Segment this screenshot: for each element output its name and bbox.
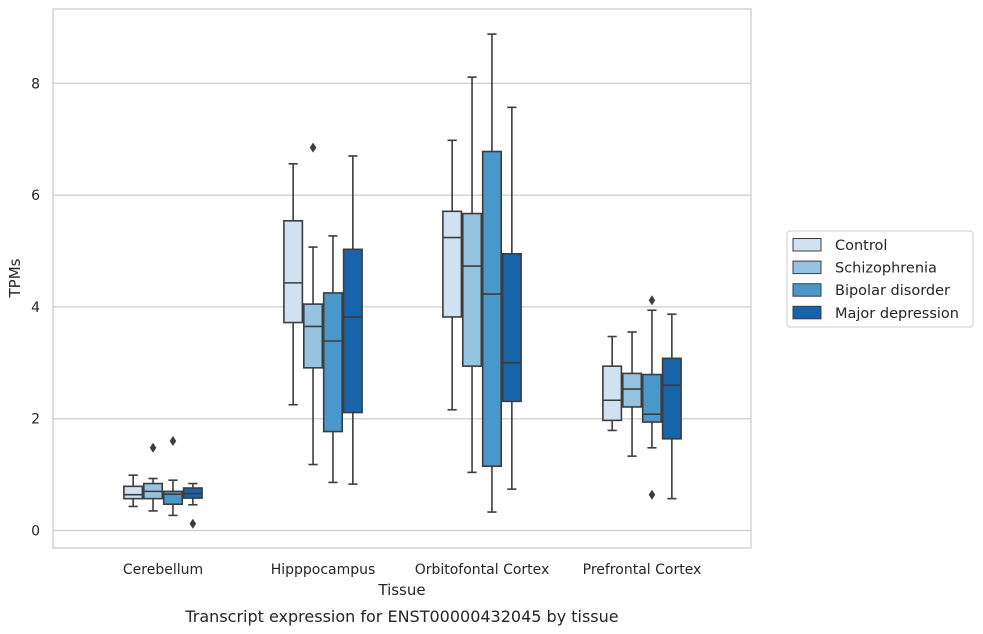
legend-swatch bbox=[792, 260, 822, 275]
box-iqr bbox=[322, 292, 344, 433]
x-tick-label: Hipppocampus bbox=[271, 562, 376, 578]
legend-swatch bbox=[792, 238, 822, 252]
y-tick-label: 0 bbox=[31, 524, 40, 540]
box-control bbox=[442, 139, 463, 411]
box-groups bbox=[123, 33, 682, 529]
x-tick-label: Cerebellum bbox=[123, 562, 203, 578]
legend-swatch bbox=[792, 283, 822, 297]
box-iqr bbox=[602, 365, 623, 422]
box-schizophrenia bbox=[621, 331, 643, 457]
box-major-depression bbox=[342, 155, 363, 485]
y-tick-label: 8 bbox=[31, 76, 40, 92]
box-iqr bbox=[283, 220, 304, 324]
outlier-point bbox=[648, 295, 656, 306]
box-schizophrenia bbox=[461, 76, 483, 474]
box-iqr bbox=[162, 490, 183, 506]
y-tick-label: 2 bbox=[31, 412, 40, 428]
box-iqr bbox=[123, 485, 144, 500]
y-tick-label: 6 bbox=[31, 188, 40, 204]
outlier-point bbox=[169, 436, 177, 447]
legend-label: Schizophrenia bbox=[835, 261, 937, 277]
box-schizophrenia bbox=[302, 142, 324, 466]
box-major-depression bbox=[661, 313, 682, 500]
x-tick-labels: Cerebellum Hipppocampus Orbitofontal Corte… bbox=[123, 562, 701, 578]
box-bipolar-disorder bbox=[641, 295, 663, 500]
x-tick-label: Orbitofontal Cortex bbox=[415, 562, 550, 578]
box-schizophrenia bbox=[143, 442, 164, 512]
box-major-depression bbox=[182, 482, 203, 529]
outlier-point bbox=[648, 489, 656, 500]
box-iqr bbox=[461, 212, 483, 367]
outlier-point bbox=[149, 442, 157, 453]
box-bipolar-disorder bbox=[322, 235, 344, 484]
y-tick-label: 4 bbox=[31, 300, 40, 316]
plot-frame bbox=[52, 8, 752, 549]
outlier-point bbox=[309, 142, 317, 153]
legend-swatch bbox=[792, 305, 822, 320]
legend-label: Bipolar disorder bbox=[835, 283, 950, 299]
box-iqr bbox=[501, 252, 522, 403]
grid-lines bbox=[53, 82, 751, 532]
box-bipolar-disorder bbox=[162, 436, 183, 517]
box-iqr bbox=[661, 357, 682, 440]
box-iqr bbox=[481, 150, 503, 468]
y-tick-labels: 0 2 4 6 8 bbox=[31, 76, 40, 539]
box-major-depression bbox=[501, 106, 522, 490]
box-bipolar-disorder bbox=[481, 33, 503, 513]
box-iqr bbox=[342, 248, 363, 414]
y-axis-label: TPMs bbox=[6, 258, 24, 298]
legend-label: Major depression bbox=[835, 306, 959, 322]
box-control bbox=[123, 474, 144, 508]
box-iqr bbox=[621, 372, 643, 408]
outlier-point bbox=[189, 518, 197, 529]
box-iqr bbox=[302, 303, 324, 369]
box-control bbox=[602, 335, 623, 432]
legend-label: Control bbox=[835, 238, 887, 254]
box-iqr bbox=[641, 373, 663, 423]
chart-caption: Transcript expression for ENST0000043204… bbox=[184, 607, 618, 626]
x-tick-label: Prefrontal Cortex bbox=[583, 562, 702, 578]
x-axis-label: Tissue bbox=[377, 581, 425, 599]
legend: Control Schizophrenia Bipolar disorder Majo… bbox=[786, 230, 974, 328]
box-control bbox=[283, 162, 304, 406]
legend-frame bbox=[786, 230, 974, 328]
box-iqr bbox=[442, 210, 463, 318]
